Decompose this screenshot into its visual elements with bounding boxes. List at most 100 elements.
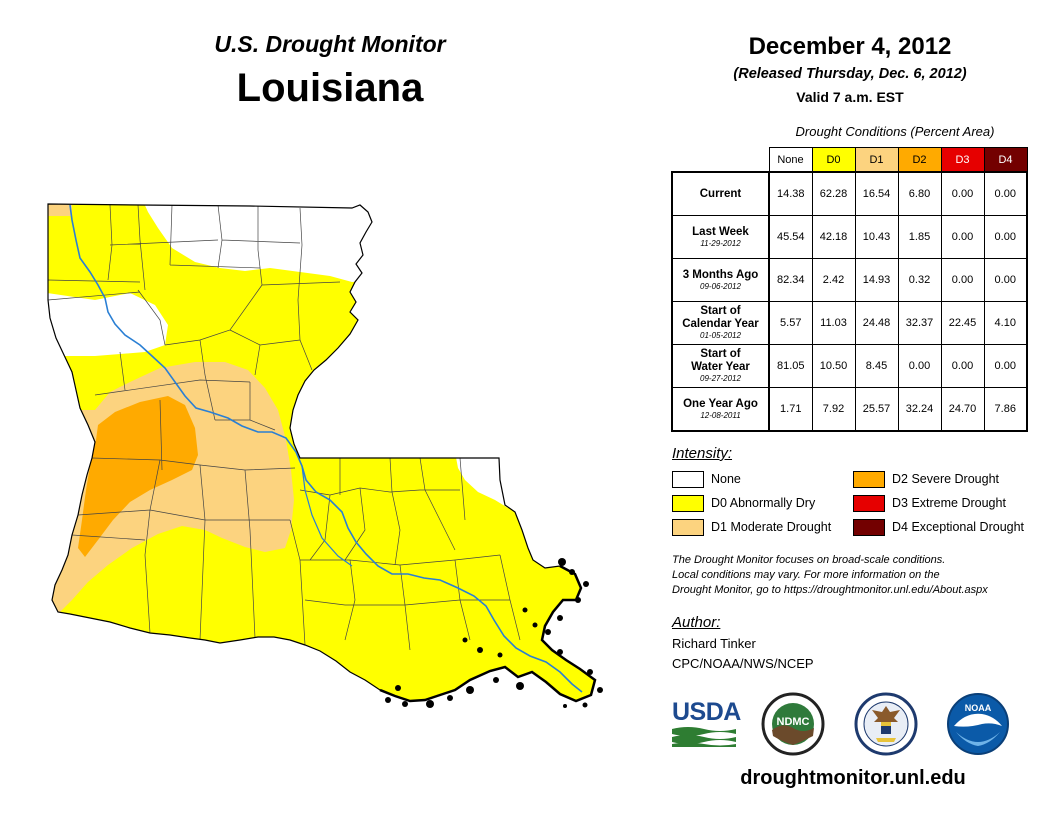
author-organization: CPC/NOAA/NWS/NCEP: [672, 656, 814, 671]
row-label-text: Last Week: [692, 225, 749, 238]
usda-logo: USDA: [672, 698, 741, 750]
legend-item-d3: D3 Extreme Drought: [853, 494, 1006, 512]
usda-logo-text: USDA: [672, 698, 741, 726]
column-header-d1: D1: [854, 147, 899, 173]
table-cell: 62.28: [811, 171, 856, 216]
table-cell: 24.48: [854, 301, 899, 345]
release-date: (Released Thursday, Dec. 6, 2012): [733, 66, 967, 82]
column-header-none: None: [768, 147, 813, 173]
legend-swatch-none: [672, 470, 704, 488]
table-cell: 0.00: [983, 171, 1028, 216]
table-cell: 0.00: [983, 258, 1028, 302]
table-row: Last Week 11-29-2012 45.54 42.18 10.43 1…: [671, 215, 1028, 259]
note-line: Drought Monitor, go to https://droughtmo…: [672, 584, 988, 596]
row-date: 01-05-2012: [700, 331, 741, 340]
table-cell: 1.85: [897, 215, 942, 259]
drought-zone-none-southeast: [455, 452, 508, 508]
ndmc-logo: NDMC: [761, 692, 825, 756]
website-url[interactable]: droughtmonitor.unl.edu: [740, 767, 966, 789]
legend-label: D4 Exceptional Drought: [892, 520, 1025, 534]
legend-label: None: [711, 472, 741, 486]
row-label: Start of Calendar Year 01-05-2012: [671, 301, 770, 345]
legend-swatch-d3: [853, 494, 885, 512]
author-heading: Author:: [672, 614, 721, 631]
commerce-seal-logo: [854, 692, 918, 756]
table-row: Current 14.38 62.28 16.54 6.80 0.00 0.00: [671, 171, 1028, 216]
row-label: Last Week 11-29-2012: [671, 215, 770, 259]
table-cell: 0.00: [897, 344, 942, 388]
region-title: Louisiana: [236, 66, 424, 110]
map-date: December 4, 2012: [748, 33, 952, 60]
table-cell: 42.18: [811, 215, 856, 259]
legend-item-none: None: [672, 470, 741, 488]
column-header-d3: D3: [940, 147, 985, 173]
legend-item-d4: D4 Exceptional Drought: [853, 518, 1024, 536]
table-cell: 14.93: [854, 258, 899, 302]
drought-zone-d2-west: [78, 396, 198, 557]
drought-zone-none-north: [138, 204, 380, 282]
legend-item-d2: D2 Severe Drought: [853, 470, 999, 488]
table-cell: 8.45: [854, 344, 899, 388]
louisiana-drought-map: [47, 203, 603, 708]
table-cell: 0.32: [897, 258, 942, 302]
drought-zone-d1-northwest: [48, 204, 72, 216]
disclaimer-note: The Drought Monitor focuses on broad-sca…: [672, 553, 988, 598]
legend-swatch-d1: [672, 518, 704, 536]
legend-label: D2 Severe Drought: [892, 472, 1000, 486]
row-date: 09-06-2012: [700, 281, 741, 291]
legend-item-d1: D1 Moderate Drought: [672, 518, 831, 536]
table-row: One Year Ago 12-08-2011 1.71 7.92 25.57 …: [671, 387, 1028, 432]
drought-zones: [48, 204, 508, 614]
column-header-d2: D2: [897, 147, 942, 173]
table-cell: 81.05: [768, 344, 813, 388]
drought-conditions-table: None D0 D1 D2 D3 D4 Current 14.38 62.28 …: [671, 147, 1028, 432]
table-cell: 2.42: [811, 258, 856, 302]
row-label-text: 3 Months Ago: [682, 268, 759, 281]
legend-title: Intensity:: [672, 445, 733, 462]
table-cell: 11.03: [811, 301, 856, 345]
table-header-row: None D0 D1 D2 D3 D4: [672, 147, 1028, 173]
table-cell: 7.92: [811, 387, 856, 432]
table-cell: 7.86: [983, 387, 1028, 432]
valid-time: Valid 7 a.m. EST: [796, 89, 904, 105]
table-cell: 32.37: [897, 301, 942, 345]
table-cell: 0.00: [940, 171, 985, 216]
legend-label: D1 Moderate Drought: [711, 520, 832, 534]
table-cell: 5.57: [768, 301, 813, 345]
row-label-text: Calendar Year: [682, 318, 759, 330]
note-line: Local conditions may vary. For more info…: [672, 569, 940, 581]
table-cell: 10.50: [811, 344, 856, 388]
table-cell: 14.38: [768, 171, 813, 216]
legend-label: D0 Abnormally Dry: [711, 496, 816, 510]
table-cell: 22.45: [940, 301, 985, 345]
row-date: 09-27-2012: [700, 374, 741, 383]
table-cell: 4.10: [983, 301, 1028, 345]
legend-item-d0: D0 Abnormally Dry: [672, 494, 815, 512]
legend-swatch-d0: [672, 494, 704, 512]
table-caption: Drought Conditions (Percent Area): [795, 124, 995, 139]
row-label-text: Start of: [700, 348, 741, 360]
table-row: Start of Calendar Year 01-05-2012 5.57 1…: [671, 301, 1028, 345]
row-label: One Year Ago 12-08-2011: [671, 387, 770, 432]
table-cell: 45.54: [768, 215, 813, 259]
author-name: Richard Tinker: [672, 636, 756, 651]
table-corner: [672, 148, 769, 173]
table-cell: 0.00: [983, 344, 1028, 388]
legend-swatch-d2: [853, 470, 885, 488]
ndmc-logo-text: NDMC: [777, 716, 810, 728]
row-label: 3 Months Ago 09-06-2012: [671, 258, 770, 302]
parish-boundaries: [48, 204, 521, 651]
row-label: Start of Water Year 09-27-2012: [671, 344, 770, 388]
noaa-logo-text: NOAA: [965, 703, 992, 713]
row-date: 12-08-2011: [700, 410, 741, 420]
row-label-text: Start of: [700, 305, 741, 317]
drought-zone-none-west: [48, 292, 168, 356]
column-header-d4: D4: [983, 147, 1028, 173]
table-row: Start of Water Year 09-27-2012 81.05 10.…: [671, 344, 1028, 388]
table-cell: 0.00: [940, 258, 985, 302]
table-cell: 0.00: [940, 215, 985, 259]
note-line: The Drought Monitor focuses on broad-sca…: [672, 554, 946, 566]
row-label-text: One Year Ago: [683, 397, 758, 410]
table-cell: 0.00: [983, 215, 1028, 259]
table-cell: 82.34: [768, 258, 813, 302]
